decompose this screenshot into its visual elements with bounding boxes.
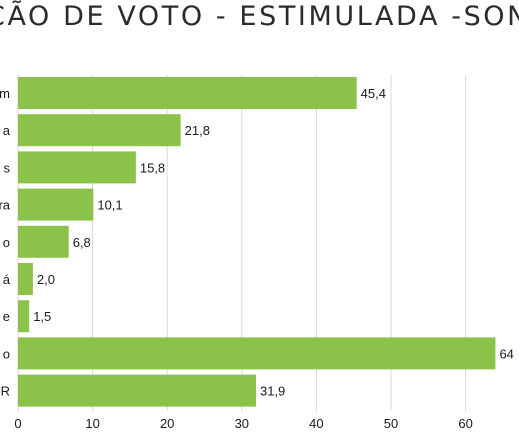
category-label: e	[3, 309, 10, 324]
data-label: 10,1	[97, 198, 122, 213]
category-label: s	[4, 160, 11, 175]
bar	[18, 263, 33, 295]
x-tick-label: 10	[85, 416, 99, 431]
bar	[18, 77, 357, 109]
category-label: á	[3, 272, 11, 287]
bars	[18, 77, 496, 407]
category-label: ra	[0, 198, 11, 213]
x-tick-label: 30	[235, 416, 249, 431]
category-label: a	[3, 123, 11, 138]
data-label: 45,4	[361, 86, 386, 101]
bar	[18, 188, 94, 221]
data-label: 1,5	[33, 309, 51, 324]
x-tick-label: 50	[384, 416, 398, 431]
bar	[18, 114, 181, 147]
data-label: 21,8	[185, 123, 210, 138]
data-label: 31,9	[260, 384, 285, 399]
data-labels: 45,4 21,8 15,8 10,1 6,8 2,0 1,5 64 31,9	[33, 86, 514, 399]
category-label: R	[1, 384, 10, 399]
category-label: o	[3, 235, 10, 250]
bar	[18, 337, 496, 370]
x-tick-label: 60	[458, 416, 472, 431]
category-label: o	[3, 346, 10, 361]
bar	[18, 300, 30, 333]
category-labels: m a s ra o á e o R	[0, 86, 11, 399]
x-tick-label: 40	[309, 416, 323, 431]
bar	[18, 225, 69, 258]
bar	[18, 151, 136, 184]
data-label: 6,8	[73, 235, 91, 250]
data-label: 2,0	[37, 272, 55, 287]
chart-title: ÇÃO DE VOTO - ESTIMULADA -SON	[0, 1, 519, 32]
x-axis-ticks: 0 10 20 30 40 50 60	[14, 416, 472, 431]
bar	[18, 374, 256, 407]
data-label: 64	[499, 346, 513, 361]
x-tick-label: 0	[14, 416, 21, 431]
category-label: m	[0, 86, 10, 101]
x-tick-label: 20	[160, 416, 174, 431]
data-label: 15,8	[140, 160, 165, 175]
